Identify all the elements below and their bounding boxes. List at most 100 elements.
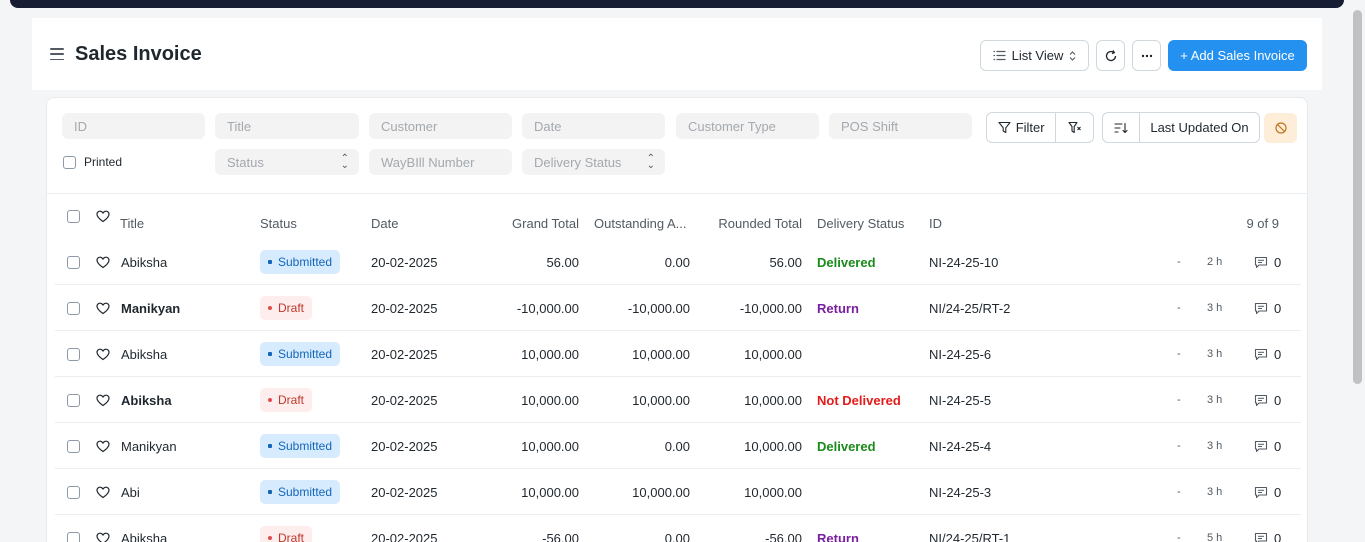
table-row[interactable]: Abiksha Draft 20-02-2025 10,000.00 10,000.00… <box>55 377 1301 423</box>
customer-filter-input[interactable]: Customer <box>369 113 512 139</box>
heart-icon[interactable] <box>96 210 110 223</box>
header-rounded-total[interactable]: Rounded Total <box>718 216 802 231</box>
table-row[interactable]: Manikyan Draft 20-02-2025 -10,000.00 -10,000… <box>55 285 1301 331</box>
row-comments[interactable]: 0 <box>1254 423 1281 469</box>
scrollbar-thumb[interactable] <box>1353 10 1362 384</box>
row-comments[interactable]: 0 <box>1254 331 1281 377</box>
row-dash: - <box>1177 486 1181 498</box>
date-filter-input[interactable]: Date <box>522 113 665 139</box>
heart-icon[interactable] <box>96 302 110 315</box>
row-title[interactable]: Abiksha <box>121 254 168 270</box>
row-dash: - <box>1177 302 1181 314</box>
row-modified-age: 3 h <box>1207 394 1223 406</box>
status-badge: Draft <box>260 296 313 320</box>
row-delivery-status: Not Delivered <box>817 392 901 408</box>
filter-button[interactable]: Filter <box>987 113 1057 142</box>
row-dash: - <box>1177 394 1181 406</box>
heart-icon[interactable] <box>96 256 110 269</box>
row-outstanding: 0.00 <box>664 530 690 542</box>
header-delivery-status[interactable]: Delivery Status <box>817 216 905 231</box>
row-comments[interactable]: 0 <box>1254 469 1281 515</box>
heart-icon[interactable] <box>96 348 110 361</box>
row-rounded-total: 10,000.00 <box>744 438 802 454</box>
status-dot-icon <box>268 352 272 356</box>
table-row[interactable]: Abiksha Draft 20-02-2025 -56.00 0.00 -56.00 Re… <box>55 515 1301 542</box>
row-title[interactable]: Manikyan <box>121 300 181 316</box>
reset-filters-button[interactable] <box>1264 113 1297 143</box>
sort-icon <box>1114 122 1128 133</box>
row-checkbox[interactable] <box>67 301 80 315</box>
header-status[interactable]: Status <box>260 216 297 231</box>
header-outstanding[interactable]: Outstanding A... <box>594 216 687 231</box>
sort-order-button[interactable] <box>1103 113 1140 142</box>
customer-type-filter-input[interactable]: Customer Type <box>676 113 819 139</box>
row-comments[interactable]: 0 <box>1254 377 1281 423</box>
header-date[interactable]: Date <box>371 216 399 231</box>
header-title[interactable]: Title <box>120 216 145 231</box>
list-view-button[interactable]: List View <box>980 40 1089 71</box>
status-badge-label: Draft <box>278 393 305 407</box>
row-outstanding: -10,000.00 <box>627 300 690 316</box>
id-filter-input[interactable]: ID <box>62 113 205 139</box>
row-checkbox[interactable] <box>67 439 80 453</box>
header-grand-total[interactable]: Grand Total <box>512 216 579 231</box>
row-date: 20-02-2025 <box>371 346 438 362</box>
status-filter-select[interactable]: Status ⌃ ⌄ <box>215 149 359 175</box>
row-title[interactable]: Abiksha <box>121 392 172 408</box>
row-title[interactable]: Abiksha <box>121 530 168 542</box>
row-checkbox[interactable] <box>67 485 80 499</box>
row-rounded-total: 10,000.00 <box>744 392 802 408</box>
sort-by-button[interactable]: Last Updated On <box>1150 120 1249 135</box>
table-row[interactable]: Abiksha Submitted 20-02-2025 56.00 0.00 56.00… <box>55 239 1301 285</box>
pos-shift-filter-input[interactable]: POS Shift <box>829 113 972 139</box>
record-count: 9 of 9 <box>1246 216 1279 231</box>
more-actions-button[interactable] <box>1132 40 1161 71</box>
table-row[interactable]: Abi Submitted 20-02-2025 10,000.00 10,000.00… <box>55 469 1301 515</box>
waybill-filter-input[interactable]: WayBIll Number <box>369 149 512 175</box>
printed-checkbox[interactable] <box>63 155 76 169</box>
row-comments[interactable]: 0 <box>1254 285 1281 331</box>
row-comments[interactable]: 0 <box>1254 515 1281 542</box>
printed-filter[interactable]: Printed <box>63 155 122 169</box>
table-row[interactable]: Manikyan Submitted 20-02-2025 10,000.00 0.00… <box>55 423 1301 469</box>
row-title[interactable]: Manikyan <box>121 438 177 454</box>
comment-count: 0 <box>1274 484 1282 500</box>
heart-icon[interactable] <box>96 486 110 499</box>
heart-icon[interactable] <box>96 532 110 542</box>
row-status-cell: Draft <box>260 515 313 542</box>
row-checkbox-cell <box>67 515 80 542</box>
row-checkbox[interactable] <box>67 531 80 542</box>
row-outstanding: 10,000.00 <box>632 392 690 408</box>
like-icon-cell <box>96 331 110 377</box>
page-scrollbar[interactable] <box>1350 0 1365 542</box>
delivery-status-filter-select[interactable]: Delivery Status ⌃ ⌄ <box>522 149 665 175</box>
title-filter-input[interactable]: Title <box>215 113 359 139</box>
row-checkbox-cell <box>67 469 80 515</box>
heart-icon[interactable] <box>96 440 110 453</box>
row-date: 20-02-2025 <box>371 484 438 500</box>
status-filter-label: Status <box>227 154 264 170</box>
sidebar-toggle-icon[interactable] <box>50 48 64 60</box>
row-checkbox-cell <box>67 239 80 285</box>
row-checkbox[interactable] <box>67 255 80 269</box>
heart-icon[interactable] <box>96 394 110 407</box>
row-checkbox[interactable] <box>67 393 80 407</box>
row-rounded-total: 10,000.00 <box>744 346 802 362</box>
row-title[interactable]: Abiksha <box>121 346 168 362</box>
add-sales-invoice-button[interactable]: + Add Sales Invoice <box>1168 40 1307 71</box>
printed-label: Printed <box>84 155 123 169</box>
comment-count: 0 <box>1274 300 1282 316</box>
filter-x-icon <box>1068 121 1081 134</box>
more-icon <box>1141 54 1152 57</box>
row-title[interactable]: Abi <box>121 484 140 500</box>
select-all-checkbox[interactable] <box>67 210 80 223</box>
row-checkbox[interactable] <box>67 347 80 361</box>
table-row[interactable]: Abiksha Submitted 20-02-2025 10,000.00 10,00… <box>55 331 1301 377</box>
header-id[interactable]: ID <box>929 216 942 231</box>
status-badge: Draft <box>260 526 313 542</box>
row-outstanding: 0.00 <box>664 254 690 270</box>
row-id: NI-24-25-5 <box>929 392 992 408</box>
row-comments[interactable]: 0 <box>1254 239 1281 285</box>
refresh-button[interactable] <box>1096 40 1125 71</box>
clear-filter-button[interactable] <box>1056 113 1093 142</box>
